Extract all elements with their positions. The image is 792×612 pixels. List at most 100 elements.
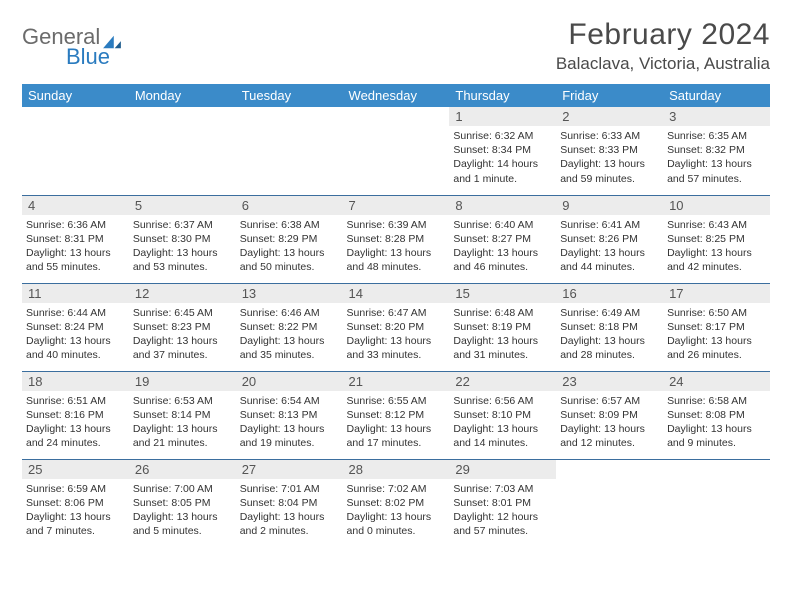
day-number: 25: [22, 460, 129, 479]
title-block: February 2024 Balaclava, Victoria, Austr…: [556, 18, 770, 74]
calendar-day-cell: 3Sunrise: 6:35 AMSunset: 8:32 PMDaylight…: [663, 107, 770, 195]
day-details: Sunrise: 7:00 AMSunset: 8:05 PMDaylight:…: [129, 479, 236, 543]
month-title: February 2024: [556, 18, 770, 52]
calendar-empty-cell: [22, 107, 129, 195]
weekday-header: Saturday: [663, 84, 770, 107]
day-number: 5: [129, 196, 236, 215]
day-number: 1: [449, 107, 556, 126]
calendar-day-cell: 11Sunrise: 6:44 AMSunset: 8:24 PMDayligh…: [22, 283, 129, 371]
day-number: 24: [663, 372, 770, 391]
day-details: Sunrise: 6:51 AMSunset: 8:16 PMDaylight:…: [22, 391, 129, 455]
day-number: 12: [129, 284, 236, 303]
calendar-empty-cell: [663, 459, 770, 547]
day-details: Sunrise: 6:57 AMSunset: 8:09 PMDaylight:…: [556, 391, 663, 455]
calendar-day-cell: 22Sunrise: 6:56 AMSunset: 8:10 PMDayligh…: [449, 371, 556, 459]
day-number: 19: [129, 372, 236, 391]
day-details: Sunrise: 6:41 AMSunset: 8:26 PMDaylight:…: [556, 215, 663, 279]
day-number: 3: [663, 107, 770, 126]
day-number: 4: [22, 196, 129, 215]
day-number: 9: [556, 196, 663, 215]
day-details: Sunrise: 6:46 AMSunset: 8:22 PMDaylight:…: [236, 303, 343, 367]
calendar-day-cell: 25Sunrise: 6:59 AMSunset: 8:06 PMDayligh…: [22, 459, 129, 547]
calendar-week-row: 11Sunrise: 6:44 AMSunset: 8:24 PMDayligh…: [22, 283, 770, 371]
calendar-day-cell: 23Sunrise: 6:57 AMSunset: 8:09 PMDayligh…: [556, 371, 663, 459]
day-number: 18: [22, 372, 129, 391]
day-details: Sunrise: 6:45 AMSunset: 8:23 PMDaylight:…: [129, 303, 236, 367]
location-text: Balaclava, Victoria, Australia: [556, 54, 770, 74]
calendar-week-row: 25Sunrise: 6:59 AMSunset: 8:06 PMDayligh…: [22, 459, 770, 547]
calendar-day-cell: 28Sunrise: 7:02 AMSunset: 8:02 PMDayligh…: [343, 459, 450, 547]
weekday-header: Thursday: [449, 84, 556, 107]
calendar-day-cell: 16Sunrise: 6:49 AMSunset: 8:18 PMDayligh…: [556, 283, 663, 371]
day-details: Sunrise: 6:49 AMSunset: 8:18 PMDaylight:…: [556, 303, 663, 367]
calendar-day-cell: 8Sunrise: 6:40 AMSunset: 8:27 PMDaylight…: [449, 195, 556, 283]
calendar-week-row: 4Sunrise: 6:36 AMSunset: 8:31 PMDaylight…: [22, 195, 770, 283]
calendar-day-cell: 5Sunrise: 6:37 AMSunset: 8:30 PMDaylight…: [129, 195, 236, 283]
day-details: Sunrise: 6:33 AMSunset: 8:33 PMDaylight:…: [556, 126, 663, 190]
day-details: Sunrise: 6:43 AMSunset: 8:25 PMDaylight:…: [663, 215, 770, 279]
day-number: 11: [22, 284, 129, 303]
calendar-day-cell: 2Sunrise: 6:33 AMSunset: 8:33 PMDaylight…: [556, 107, 663, 195]
calendar-week-row: 1Sunrise: 6:32 AMSunset: 8:34 PMDaylight…: [22, 107, 770, 195]
day-number: 21: [343, 372, 450, 391]
day-details: Sunrise: 7:02 AMSunset: 8:02 PMDaylight:…: [343, 479, 450, 543]
calendar-day-cell: 27Sunrise: 7:01 AMSunset: 8:04 PMDayligh…: [236, 459, 343, 547]
day-details: Sunrise: 6:55 AMSunset: 8:12 PMDaylight:…: [343, 391, 450, 455]
calendar-week-row: 18Sunrise: 6:51 AMSunset: 8:16 PMDayligh…: [22, 371, 770, 459]
calendar-day-cell: 20Sunrise: 6:54 AMSunset: 8:13 PMDayligh…: [236, 371, 343, 459]
calendar-day-cell: 15Sunrise: 6:48 AMSunset: 8:19 PMDayligh…: [449, 283, 556, 371]
day-number: 29: [449, 460, 556, 479]
day-details: Sunrise: 6:40 AMSunset: 8:27 PMDaylight:…: [449, 215, 556, 279]
day-number: 16: [556, 284, 663, 303]
logo: GeneralBlue: [22, 18, 123, 70]
day-details: Sunrise: 6:35 AMSunset: 8:32 PMDaylight:…: [663, 126, 770, 190]
day-details: Sunrise: 7:01 AMSunset: 8:04 PMDaylight:…: [236, 479, 343, 543]
day-number: 17: [663, 284, 770, 303]
day-number: 28: [343, 460, 450, 479]
day-number: 20: [236, 372, 343, 391]
weekday-header: Friday: [556, 84, 663, 107]
calendar-day-cell: 7Sunrise: 6:39 AMSunset: 8:28 PMDaylight…: [343, 195, 450, 283]
page-header: GeneralBlue February 2024 Balaclava, Vic…: [22, 18, 770, 74]
day-details: Sunrise: 6:59 AMSunset: 8:06 PMDaylight:…: [22, 479, 129, 543]
day-number: 6: [236, 196, 343, 215]
calendar-day-cell: 1Sunrise: 6:32 AMSunset: 8:34 PMDaylight…: [449, 107, 556, 195]
day-details: Sunrise: 6:54 AMSunset: 8:13 PMDaylight:…: [236, 391, 343, 455]
calendar-day-cell: 10Sunrise: 6:43 AMSunset: 8:25 PMDayligh…: [663, 195, 770, 283]
day-details: Sunrise: 6:53 AMSunset: 8:14 PMDaylight:…: [129, 391, 236, 455]
day-details: Sunrise: 6:48 AMSunset: 8:19 PMDaylight:…: [449, 303, 556, 367]
calendar-day-cell: 9Sunrise: 6:41 AMSunset: 8:26 PMDaylight…: [556, 195, 663, 283]
calendar-day-cell: 29Sunrise: 7:03 AMSunset: 8:01 PMDayligh…: [449, 459, 556, 547]
day-number: 10: [663, 196, 770, 215]
calendar-day-cell: 17Sunrise: 6:50 AMSunset: 8:17 PMDayligh…: [663, 283, 770, 371]
day-number: 7: [343, 196, 450, 215]
day-number: 2: [556, 107, 663, 126]
calendar-day-cell: 18Sunrise: 6:51 AMSunset: 8:16 PMDayligh…: [22, 371, 129, 459]
calendar-day-cell: 6Sunrise: 6:38 AMSunset: 8:29 PMDaylight…: [236, 195, 343, 283]
day-number: 13: [236, 284, 343, 303]
calendar-body: 1Sunrise: 6:32 AMSunset: 8:34 PMDaylight…: [22, 107, 770, 547]
calendar-day-cell: 21Sunrise: 6:55 AMSunset: 8:12 PMDayligh…: [343, 371, 450, 459]
logo-word-blue: Blue: [66, 44, 110, 70]
weekday-header: Monday: [129, 84, 236, 107]
day-details: Sunrise: 6:37 AMSunset: 8:30 PMDaylight:…: [129, 215, 236, 279]
calendar-day-cell: 14Sunrise: 6:47 AMSunset: 8:20 PMDayligh…: [343, 283, 450, 371]
calendar-day-cell: 24Sunrise: 6:58 AMSunset: 8:08 PMDayligh…: [663, 371, 770, 459]
day-number: 27: [236, 460, 343, 479]
day-number: 23: [556, 372, 663, 391]
day-details: Sunrise: 6:32 AMSunset: 8:34 PMDaylight:…: [449, 126, 556, 190]
calendar-empty-cell: [343, 107, 450, 195]
day-details: Sunrise: 6:36 AMSunset: 8:31 PMDaylight:…: [22, 215, 129, 279]
calendar-table: SundayMondayTuesdayWednesdayThursdayFrid…: [22, 84, 770, 547]
calendar-day-cell: 26Sunrise: 7:00 AMSunset: 8:05 PMDayligh…: [129, 459, 236, 547]
day-number: 15: [449, 284, 556, 303]
day-details: Sunrise: 6:44 AMSunset: 8:24 PMDaylight:…: [22, 303, 129, 367]
calendar-day-cell: 13Sunrise: 6:46 AMSunset: 8:22 PMDayligh…: [236, 283, 343, 371]
day-number: 26: [129, 460, 236, 479]
weekday-header: Sunday: [22, 84, 129, 107]
weekday-header: Wednesday: [343, 84, 450, 107]
day-details: Sunrise: 6:47 AMSunset: 8:20 PMDaylight:…: [343, 303, 450, 367]
calendar-empty-cell: [129, 107, 236, 195]
day-number: 22: [449, 372, 556, 391]
calendar-header-row: SundayMondayTuesdayWednesdayThursdayFrid…: [22, 84, 770, 107]
